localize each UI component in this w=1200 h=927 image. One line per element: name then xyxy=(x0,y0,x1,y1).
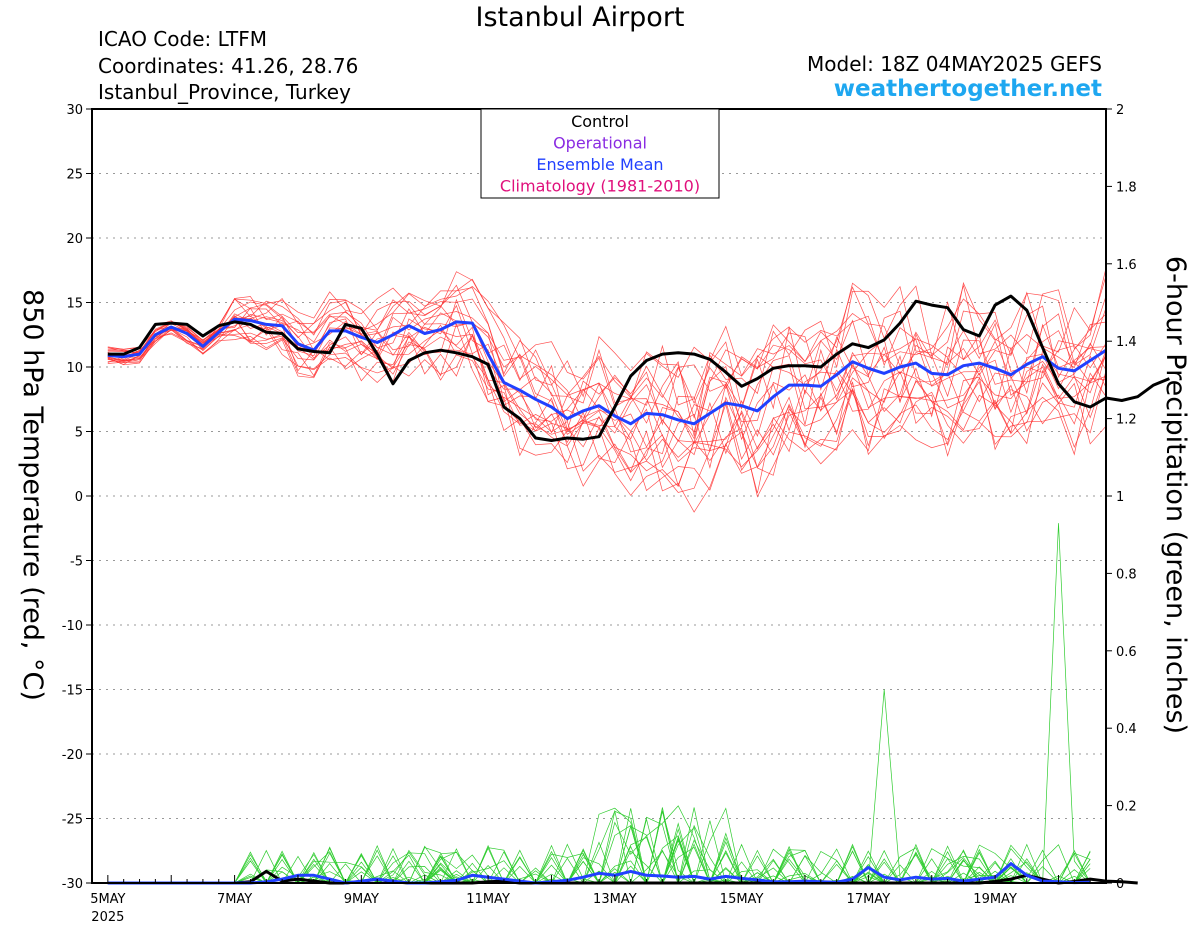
legend-entry: Operational xyxy=(553,134,647,153)
tick-label: 1 xyxy=(1116,490,1124,505)
tick-label: 2025 xyxy=(91,910,124,925)
series-line-ensemble-mean-precipitation xyxy=(107,862,1091,885)
tick-label: -15 xyxy=(62,684,83,699)
highlighted-series xyxy=(107,294,1170,885)
tick-label: 11MAY xyxy=(466,892,510,907)
tick-label: -20 xyxy=(62,748,83,763)
tick-label: 25 xyxy=(66,168,83,183)
tick-label: -25 xyxy=(62,813,83,828)
temperature-member-line xyxy=(107,316,1107,472)
tick-label: 0.6 xyxy=(1116,645,1137,660)
precipitation-member-line xyxy=(107,809,1091,884)
tick-label: 0.2 xyxy=(1116,800,1137,815)
tick-label: 20 xyxy=(66,232,83,247)
legend: Control Operational Ensemble Mean Climatolo… xyxy=(480,108,720,199)
tick-label: 19MAY xyxy=(973,892,1017,907)
tick-label: 7MAY xyxy=(217,892,252,907)
precipitation-member-line xyxy=(107,807,1091,884)
tick-label: 5 xyxy=(75,426,83,441)
temperature-member-line xyxy=(107,322,1107,493)
temperature-member-line xyxy=(107,317,1107,469)
legend-entry: Control xyxy=(571,112,629,131)
temperature-member-line xyxy=(107,278,1107,399)
coordinates: Coordinates: 41.26, 28.76 xyxy=(98,54,359,78)
temperature-member-line xyxy=(107,329,1107,492)
precipitation-member-line xyxy=(107,807,1091,884)
tick-label: -30 xyxy=(62,877,83,892)
tick-label: 1.2 xyxy=(1116,413,1137,428)
tick-label: 10 xyxy=(66,361,83,376)
legend-box xyxy=(480,108,720,199)
tick-label: 0.8 xyxy=(1116,567,1137,582)
tick-label: 0 xyxy=(75,490,83,505)
tick-label: 2 xyxy=(1116,103,1124,118)
temperature-member-line xyxy=(107,275,1107,419)
grid-lines xyxy=(92,173,1106,819)
temperature-member-line xyxy=(107,298,1107,433)
tick-label: 1.4 xyxy=(1116,335,1137,350)
model-run: Model: 18Z 04MAY2025 GEFS xyxy=(807,52,1102,76)
temperature-member-line xyxy=(107,317,1107,473)
tick-label: 1.8 xyxy=(1116,180,1137,195)
ensemble-members-temperature xyxy=(107,267,1107,513)
temperature-member-line xyxy=(107,284,1107,436)
website-link[interactable]: weathertogether.net xyxy=(833,76,1102,102)
series-line-ensemble-mean xyxy=(107,317,1107,426)
y-axis-ticks-precipitation: 2 1.8 1.6 1.4 1.2 1 0.8 0.6 0.4 0.2 0 xyxy=(1106,103,1137,892)
x-axis-ticks: 5MAY 2025 7MAY 9MAY 11MAY 13MAY 15MAY 17MAY 19MA… xyxy=(90,875,1091,925)
temperature-member-line xyxy=(107,324,1107,513)
legend-entry: Climatology (1981-2010) xyxy=(500,177,700,196)
temperature-member-line xyxy=(107,298,1107,463)
icao-code: ICAO Code: LTFM xyxy=(98,27,267,51)
location: Istanbul_Province, Turkey xyxy=(98,80,351,104)
tick-label: -5 xyxy=(70,555,83,570)
tick-label: 30 xyxy=(66,103,83,118)
series-line-control xyxy=(107,294,1170,442)
temperature-member-line xyxy=(107,326,1107,487)
tick-label: 1.6 xyxy=(1116,258,1137,273)
precipitation-member-line xyxy=(107,807,1091,884)
tick-label: 13MAY xyxy=(593,892,637,907)
chart-title: Istanbul Airport xyxy=(475,2,685,33)
tick-label: 0.4 xyxy=(1116,722,1137,737)
y-axis-ticks-temperature: 30 25 20 15 10 5 0 -5 -10 -15 -20 -25 -30 xyxy=(62,103,92,892)
temperature-member-line xyxy=(107,298,1107,443)
temperature-member-line xyxy=(107,327,1107,468)
tick-label: 15 xyxy=(66,297,83,312)
precipitation-member-line xyxy=(107,689,1091,885)
temperature-member-line xyxy=(107,281,1107,408)
legend-entry: Ensemble Mean xyxy=(536,155,663,174)
ensemble-members-precipitation xyxy=(107,523,1091,885)
tick-label: 0 xyxy=(1116,877,1124,892)
tick-label: 5MAY xyxy=(90,892,125,907)
tick-label: -10 xyxy=(62,619,83,634)
tick-label: 9MAY xyxy=(344,892,379,907)
temperature-member-line xyxy=(107,267,1107,398)
tick-label: 15MAY xyxy=(720,892,764,907)
tick-label: 17MAY xyxy=(847,892,891,907)
temperature-member-line xyxy=(107,304,1107,448)
precipitation-member-line xyxy=(107,523,1091,885)
